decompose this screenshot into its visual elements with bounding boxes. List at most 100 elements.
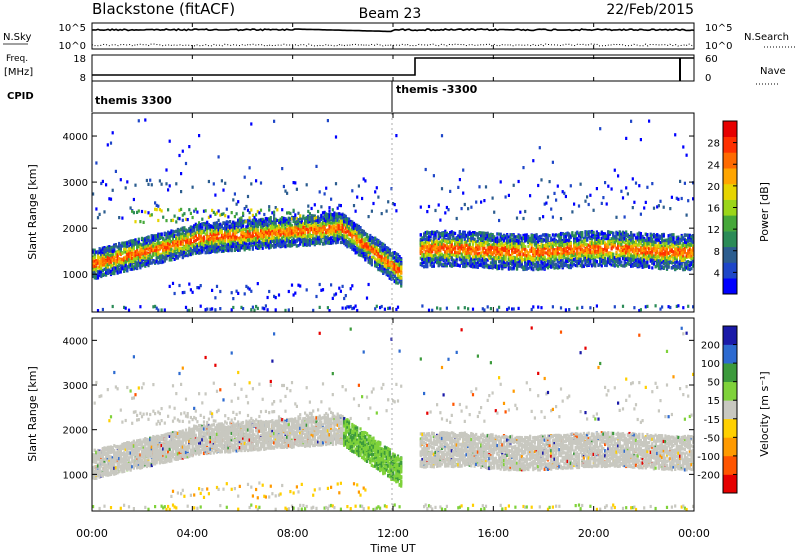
power-cell-3726: [343, 297, 345, 300]
power-cell-3819: [350, 287, 352, 290]
power-cell-278: [110, 142, 112, 145]
power-cell-1397: [187, 218, 189, 221]
power-cell-1008: [161, 183, 163, 186]
power-cell-2096: [234, 192, 236, 195]
power-cell-1955: [224, 214, 226, 217]
power-cell-1200: [174, 215, 176, 218]
power-cell-2686: [273, 214, 275, 217]
power-cell-4054: [366, 297, 368, 300]
power-cell-721: [141, 210, 143, 213]
power-cell-4538: [400, 262, 402, 265]
power-cell-3240: [311, 207, 313, 210]
power-cell-3383: [320, 205, 322, 208]
cpid-label: CPID: [7, 91, 34, 102]
power-cell-3142: [304, 231, 306, 234]
date-title: 22/Feb/2015: [606, 2, 694, 18]
power-cell-4746: [433, 174, 435, 177]
power-cell-2097: [234, 215, 236, 218]
nsearch-label: N.Search: [744, 32, 789, 43]
power-cell-3603: [335, 182, 337, 185]
power-cell-4535: [400, 267, 402, 270]
power-cell-1297: [180, 190, 182, 193]
freq-series-line: [92, 58, 694, 75]
power-cell-862: [151, 183, 153, 186]
power-cell-1806: [214, 194, 216, 197]
power-cell-4678: [428, 309, 430, 312]
power-cell-627: [134, 220, 136, 223]
power-cell-277: [110, 198, 112, 201]
power-cell-2809: [281, 167, 283, 170]
power-cell-68: [95, 161, 97, 164]
power-cell-2372: [252, 306, 254, 309]
freq-tick-right-top: 60: [705, 54, 718, 65]
power-cell-509: [126, 180, 128, 183]
power-cell-3002: [294, 181, 296, 184]
power-cell-3170: [306, 288, 308, 291]
power-cell-1733: [209, 215, 211, 218]
power-cell-393: [118, 216, 120, 219]
power-cell-3606: [335, 135, 337, 138]
power-cell-4563: [420, 206, 422, 209]
power-cell-1009: [161, 209, 163, 212]
power-cell-4448: [394, 203, 396, 206]
power-cell-1298: [180, 208, 182, 211]
power-cell-2018: [229, 232, 231, 235]
power-cell-231: [107, 143, 109, 146]
power-cell-2042: [231, 249, 233, 252]
power-cell-1348: [183, 212, 185, 215]
power-cell-1472: [192, 216, 194, 219]
power-cell-4194: [376, 305, 378, 308]
power-cell-2073: [232, 306, 234, 309]
power-cell-4473: [395, 134, 397, 137]
power-cell-4654: [426, 210, 428, 213]
power-cell-3455: [325, 187, 327, 190]
power-cell-4908: [444, 211, 446, 214]
power-cell-1325: [182, 150, 184, 153]
power-cell-4193: [376, 186, 378, 189]
power-cell-1661: [205, 209, 207, 212]
power-cell-1906: [221, 179, 223, 182]
power-cell-2368: [252, 248, 254, 251]
power-cell-767: [144, 210, 146, 213]
power-cell-185: [103, 210, 105, 213]
power-cell-1758: [211, 289, 213, 292]
power-cell-2567: [265, 304, 267, 307]
power-cell-1421: [188, 208, 190, 211]
power-cell-2219: [242, 307, 244, 310]
power-cell-3844: [351, 284, 353, 287]
power-cell-2592: [267, 308, 269, 311]
power-cell-405: [120, 247, 122, 250]
power-cell-3003: [294, 213, 296, 216]
power-cell-1473: [192, 291, 194, 294]
power-cell-1615: [201, 218, 203, 221]
power-cell-1782: [213, 182, 215, 185]
power-cell-2147: [237, 292, 239, 295]
power-cell-4932: [446, 307, 448, 310]
power-cell-2211: [242, 225, 244, 228]
power-cell-4644: [426, 264, 428, 267]
power-cell-4586: [421, 304, 423, 307]
power-cell-2348: [250, 122, 252, 125]
freq-tick-right-bottom: 0: [705, 73, 711, 84]
power-scatter-cells: [92, 118, 694, 312]
power-cell-1519: [195, 208, 197, 211]
power-cell-4217: [377, 196, 379, 199]
power-cell-3892: [355, 210, 357, 213]
power-cell-4496: [397, 306, 399, 309]
power-cell-416: [120, 178, 122, 181]
power-cell-3703: [342, 307, 344, 310]
power-cell-1271: [178, 217, 180, 220]
power-cell-1422: [188, 283, 190, 286]
power-cell-4838: [439, 219, 441, 222]
power-cell-1010: [161, 308, 163, 311]
power-cell-3529: [330, 198, 332, 201]
power-cell-626: [134, 184, 136, 187]
power-cell-4533: [400, 272, 402, 275]
power-cell-301: [112, 189, 114, 192]
power-cell-1128: [169, 184, 171, 187]
power-cell-1808: [214, 296, 216, 299]
power-cell-1424: [188, 145, 190, 148]
power-cell-2145: [237, 200, 239, 203]
power-cell-2434: [257, 229, 259, 232]
